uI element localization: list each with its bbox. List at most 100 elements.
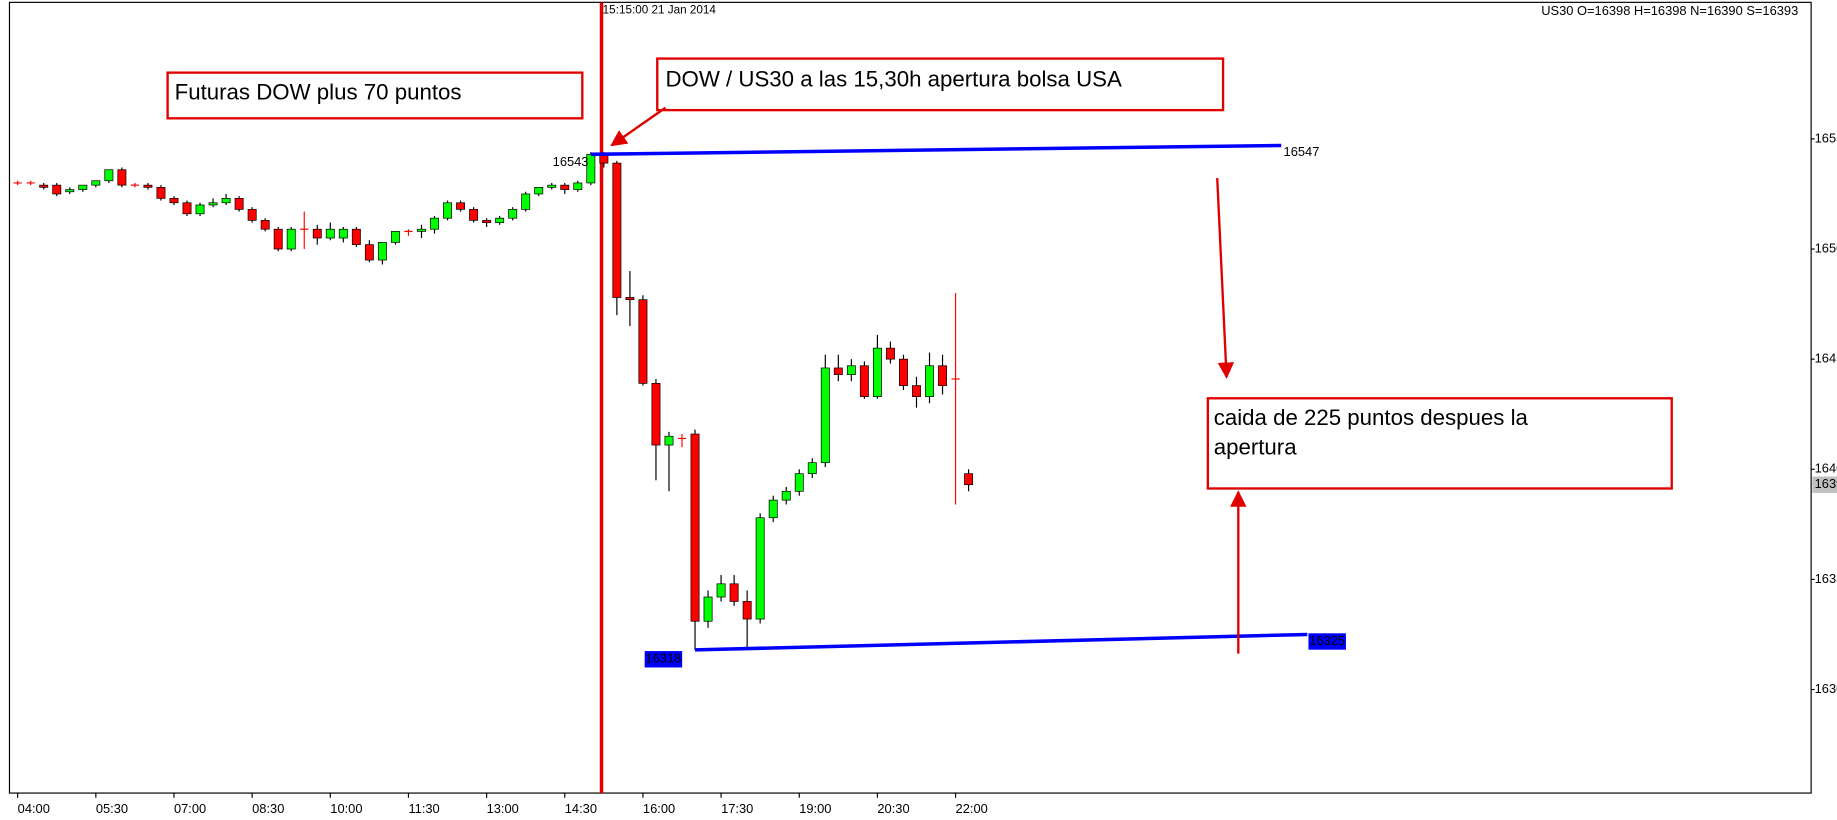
trend-label-bg [1308, 633, 1346, 650]
current-price: 16393 [1815, 476, 1837, 491]
candle-body [417, 228, 426, 232]
candle-body [794, 473, 804, 492]
candle-body [768, 499, 778, 519]
candle-body [521, 193, 531, 210]
x-tick-label: 08:30 [252, 801, 284, 816]
candle-body [781, 490, 791, 501]
candle-body [351, 228, 361, 245]
candle-body [247, 209, 257, 221]
x-tick-label: 05:30 [96, 801, 128, 816]
candle-body [91, 180, 101, 186]
x-tick-label: 22:00 [956, 801, 988, 816]
x-tick-label: 10:00 [330, 801, 362, 816]
candle-body [169, 198, 179, 204]
candle-body [182, 202, 192, 215]
y-tick-label: 16500 [1815, 240, 1837, 255]
candle-body [573, 182, 583, 190]
annotation: caida de 225 puntos despues la [1214, 405, 1529, 430]
x-tick-label: 19:00 [799, 801, 831, 816]
annotation: Futuras DOW plus 70 puntos [175, 80, 462, 105]
candle-body [65, 189, 75, 193]
candle-body [325, 228, 335, 239]
candle-body [729, 583, 739, 602]
candle-body [78, 184, 88, 190]
trend-label: 16318 [646, 651, 682, 666]
x-tick-label: 17:30 [721, 801, 753, 816]
candle-body [52, 184, 62, 195]
candle-body [807, 462, 817, 475]
candle-body [638, 299, 648, 384]
annotation: apertura [1214, 435, 1297, 460]
candle-body [208, 202, 218, 206]
annotation-box [166, 71, 584, 120]
annotations: Futuras DOW plus 70 puntos DOW / US30 a … [166, 57, 1673, 654]
y-tick-label: 16550 [1815, 130, 1837, 145]
candle-body [560, 184, 570, 190]
candle-body [625, 297, 635, 301]
candle-body [651, 383, 661, 446]
y-tick-label: 16450 [1815, 351, 1837, 366]
candle-body [495, 217, 505, 223]
trend-label: 16325 [1309, 633, 1345, 648]
candle-body [547, 184, 557, 188]
candle-body [377, 242, 387, 261]
arrow [1216, 178, 1235, 379]
candle-body [39, 184, 49, 188]
x-tick-label: 04:00 [18, 801, 50, 816]
x-tick-label: 13:00 [487, 801, 519, 816]
x-tick-label: 11:30 [408, 801, 439, 816]
x-tick-label: 20:30 [877, 801, 909, 816]
candle-body [104, 169, 114, 182]
candle-body [338, 228, 348, 239]
header: US30 O=16398 H=16398 N=16390 S=16393 [1541, 3, 1798, 18]
y-tick-label: 16400 [1815, 461, 1837, 476]
x-tick-label: 16:00 [643, 801, 675, 816]
candle-body [612, 162, 622, 298]
candle-body [221, 198, 231, 204]
arrow [610, 106, 667, 147]
candle-body [716, 583, 726, 598]
trend-label-bg [644, 651, 683, 668]
candle-body [456, 202, 466, 210]
candle-body [234, 198, 244, 210]
candle-body [833, 367, 843, 375]
candle-body [364, 244, 374, 261]
candle-body [859, 365, 869, 397]
candle-body [925, 365, 934, 397]
trend-label: 16543 [553, 154, 589, 169]
candle-body [872, 347, 882, 397]
candle-body [143, 184, 153, 188]
trend-line [694, 632, 1308, 652]
candle-body [156, 187, 166, 199]
candle-body [664, 435, 674, 446]
candle-body [703, 596, 713, 622]
candle-body [430, 217, 439, 230]
candle-body [195, 204, 205, 215]
candle-body [443, 202, 452, 219]
candle-body [260, 220, 270, 230]
plot [13, 2, 1308, 794]
candle-body [482, 220, 492, 223]
candle-body [755, 517, 765, 620]
candle-body [469, 209, 479, 221]
candle-body [742, 601, 752, 620]
x-tick-label: 14:30 [565, 801, 597, 816]
annotation: DOW / US30 a las 15,30h apertura bolsa U… [665, 67, 1122, 92]
candle-body [820, 367, 830, 464]
candle-body [938, 365, 947, 386]
y-tick-label: 16300 [1815, 681, 1837, 696]
time-marker-label: 15:15:00 21 Jan 2014 [603, 4, 717, 17]
candle-body [273, 228, 283, 250]
candle-body [899, 358, 908, 386]
candle-body [117, 169, 127, 186]
candle-body [964, 473, 974, 486]
candle-body [312, 228, 322, 239]
trend-label: 16547 [1284, 144, 1320, 159]
candle-body [534, 187, 544, 195]
candle-body [286, 228, 296, 250]
current-price-bg [1812, 476, 1837, 493]
candle-body [912, 385, 921, 397]
candle-body [508, 209, 518, 219]
candle-body [885, 347, 895, 360]
